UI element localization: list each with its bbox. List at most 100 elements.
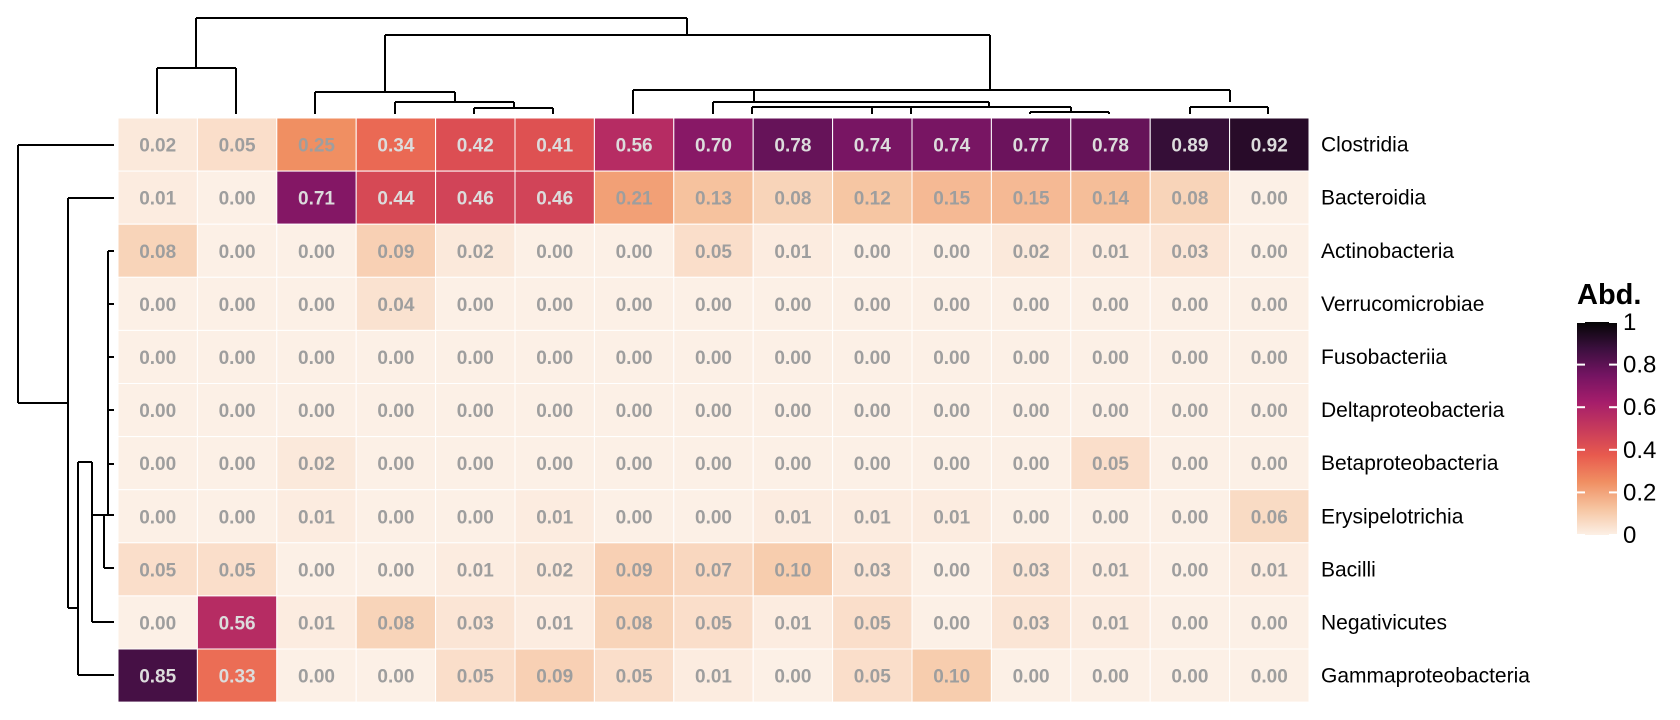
- cell-value-label: 0.71: [298, 189, 335, 210]
- cell-value-label: 0.01: [774, 507, 811, 528]
- heatmap-cell: [514, 117, 595, 172]
- cell-value-label: 0.00: [1251, 613, 1288, 634]
- heatmap-cell: [196, 223, 278, 278]
- heatmap-cell: [435, 489, 516, 544]
- cell-value-label: 0.14: [1092, 189, 1129, 210]
- cell-value-label: 0.46: [457, 189, 494, 210]
- heatmap-cell: [752, 489, 834, 544]
- heatmap-cell: [196, 383, 278, 438]
- heatmap-cell: [1070, 595, 1151, 650]
- cell-value-label: 0.05: [854, 613, 891, 634]
- heatmap-cell: [673, 117, 754, 172]
- heatmap-cell: [1070, 329, 1151, 384]
- cell-value-label: 0.15: [1013, 189, 1050, 210]
- cell-value-label: 0.00: [536, 454, 573, 475]
- cell-value-label: 0.00: [616, 454, 653, 475]
- cell-value-label: 0.00: [616, 348, 653, 369]
- cell-value-label: 0.00: [933, 401, 970, 422]
- heatmap-cell: [593, 383, 675, 438]
- heatmap-cell: [276, 383, 357, 438]
- heatmap-cell: [832, 276, 913, 331]
- cell-value-label: 0.08: [1171, 189, 1208, 210]
- heatmap-cell: [355, 117, 437, 172]
- heatmap-cell: [832, 648, 913, 703]
- heatmap-cell: [673, 436, 754, 491]
- cell-value-label: 0.00: [1171, 348, 1208, 369]
- cell-value-label: 0.00: [536, 348, 573, 369]
- cell-value-label: 0.00: [616, 295, 653, 316]
- heatmap-cell: [1070, 170, 1151, 225]
- heatmap-cell: [514, 648, 595, 703]
- cell-value-label: 0.09: [377, 242, 414, 263]
- column-dendrogram: [156, 17, 1269, 114]
- cell-value-label: 0.00: [1013, 507, 1050, 528]
- cell-value-label: 0.00: [139, 613, 176, 634]
- heatmap-cell: [1149, 648, 1231, 703]
- cell-value-label: 0.00: [933, 560, 970, 581]
- heatmap-cell: [514, 383, 595, 438]
- cell-value-label: 0.78: [774, 136, 811, 157]
- cell-value-label: 0.00: [854, 348, 891, 369]
- cell-value-label: 0.01: [1251, 560, 1288, 581]
- heatmap-cell-labels: 0.02 0.05 0.25 0.34 0.42 0.41 0.56 0.70 0.78 0.74…: [139, 136, 1288, 688]
- row-label: Bacteroidia: [1321, 187, 1426, 210]
- cell-value-label: 0.25: [298, 136, 335, 157]
- cell-value-label: 0.00: [1171, 295, 1208, 316]
- heatmap-cell: [832, 329, 913, 384]
- row-label: Gammaproteobacteria: [1321, 665, 1530, 688]
- cell-value-label: 0.01: [774, 613, 811, 634]
- heatmap-cell: [355, 648, 437, 703]
- cell-value-label: 0.00: [774, 667, 811, 688]
- heatmap-cell: [276, 542, 357, 597]
- cell-value-label: 0.01: [457, 560, 494, 581]
- heatmap-cell: [276, 117, 357, 172]
- cell-value-label: 0.89: [1171, 136, 1208, 157]
- cell-value-label: 0.00: [377, 401, 414, 422]
- heatmap-cell: [990, 648, 1072, 703]
- cell-value-label: 0.56: [219, 613, 256, 634]
- legend-ticks: 0 0.2 0.4 0.6 0.8 1: [1577, 309, 1656, 549]
- heatmap-cell: [1229, 489, 1310, 544]
- cell-value-label: 0.05: [139, 560, 176, 581]
- cell-value-label: 0.00: [219, 242, 256, 263]
- cell-value-label: 0.00: [616, 507, 653, 528]
- cell-value-label: 0.00: [1251, 189, 1288, 210]
- heatmap-cell: [435, 383, 516, 438]
- heatmap-cell: [911, 648, 992, 703]
- heatmap-cell: [196, 489, 278, 544]
- cell-value-label: 0.00: [298, 560, 335, 581]
- cell-value-label: 0.15: [933, 189, 970, 210]
- heatmap-cell: [435, 170, 516, 225]
- heatmap-cell: [593, 117, 675, 172]
- legend-tick-label: 0: [1623, 522, 1636, 549]
- row-label: Fusobacteriia: [1321, 346, 1447, 369]
- cell-value-label: 0.04: [377, 295, 414, 316]
- heatmap-cell: [673, 489, 754, 544]
- cell-value-label: 0.00: [1092, 667, 1129, 688]
- cell-value-label: 0.01: [536, 613, 573, 634]
- heatmap-cell: [990, 595, 1072, 650]
- legend-tick-label: 0.2: [1623, 479, 1656, 506]
- cell-value-label: 0.00: [854, 295, 891, 316]
- cell-value-label: 0.00: [1092, 295, 1129, 316]
- heatmap-cell: [593, 648, 675, 703]
- cell-value-label: 0.00: [1171, 560, 1208, 581]
- heatmap-cell: [1149, 329, 1231, 384]
- row-label: Negativicutes: [1321, 611, 1447, 634]
- heatmap-cell: [593, 276, 675, 331]
- heatmap-cell: [593, 223, 675, 278]
- cell-value-label: 0.00: [1171, 613, 1208, 634]
- heatmap-cell: [355, 489, 437, 544]
- heatmap-cell: [117, 489, 198, 544]
- heatmap-cell: [117, 383, 198, 438]
- cell-value-label: 0.00: [1013, 454, 1050, 475]
- heatmap-cell: [990, 436, 1072, 491]
- heatmap-cell: [911, 595, 992, 650]
- cell-value-label: 0.00: [1013, 667, 1050, 688]
- heatmap-cell: [276, 648, 357, 703]
- cell-value-label: 0.00: [219, 454, 256, 475]
- cell-value-label: 0.00: [1013, 348, 1050, 369]
- cell-value-label: 0.00: [219, 507, 256, 528]
- heatmap-cell: [435, 595, 516, 650]
- cell-value-label: 0.00: [298, 242, 335, 263]
